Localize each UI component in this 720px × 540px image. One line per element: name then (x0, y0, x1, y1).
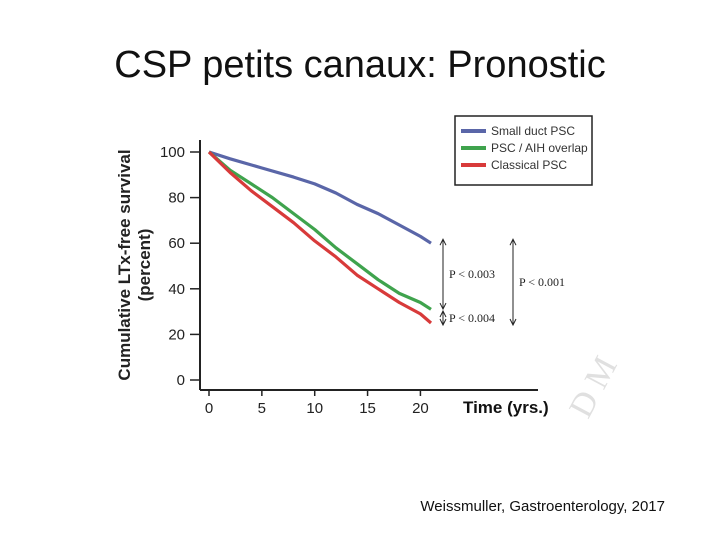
x-tick-label: 20 (412, 400, 429, 417)
legend-label: Classical PSC (491, 158, 567, 172)
citation: Weissmuller, Gastroenterology, 2017 (420, 498, 665, 515)
arrow-head (439, 302, 447, 311)
legend-label: Small duct PSC (491, 124, 575, 138)
legend-label: PSC / AIH overlap (491, 141, 588, 155)
series-line-classical-psc (207, 150, 433, 325)
x-tick-label: 5 (258, 400, 266, 417)
annotation-label: P < 0.001 (519, 275, 565, 289)
arrow-head (509, 318, 517, 327)
legend-box (454, 115, 593, 186)
watermark: D M (562, 350, 624, 423)
arrow-head (439, 238, 447, 246)
y-tick-label: 60 (168, 235, 185, 252)
series-line-psc-aih-overlap (207, 150, 432, 311)
series-line-small-duct-psc (208, 150, 432, 245)
y-axis-label-line2: (percent) (135, 229, 154, 302)
y-tick-label: 20 (168, 326, 185, 343)
x-tick-label: 15 (359, 400, 376, 417)
annotation-label: P < 0.003 (449, 267, 495, 281)
x-axis-label: Time (yrs.) (463, 398, 549, 417)
annotation-label: P < 0.004 (449, 311, 495, 325)
slide-title: CSP petits canaux: Pronostic (114, 44, 606, 86)
y-axis-label-line1: Cumulative LTx-free survival (115, 149, 134, 380)
arrow-head (439, 309, 447, 318)
arrow-head (509, 238, 517, 246)
x-tick-label: 10 (306, 400, 323, 417)
y-tick-label: 80 (168, 190, 185, 207)
arrow-head (439, 318, 447, 327)
y-tick-label: 0 (177, 372, 185, 389)
y-tick-label: 100 (160, 144, 185, 161)
x-tick-label: 0 (205, 400, 213, 417)
y-tick-label: 40 (168, 281, 185, 298)
